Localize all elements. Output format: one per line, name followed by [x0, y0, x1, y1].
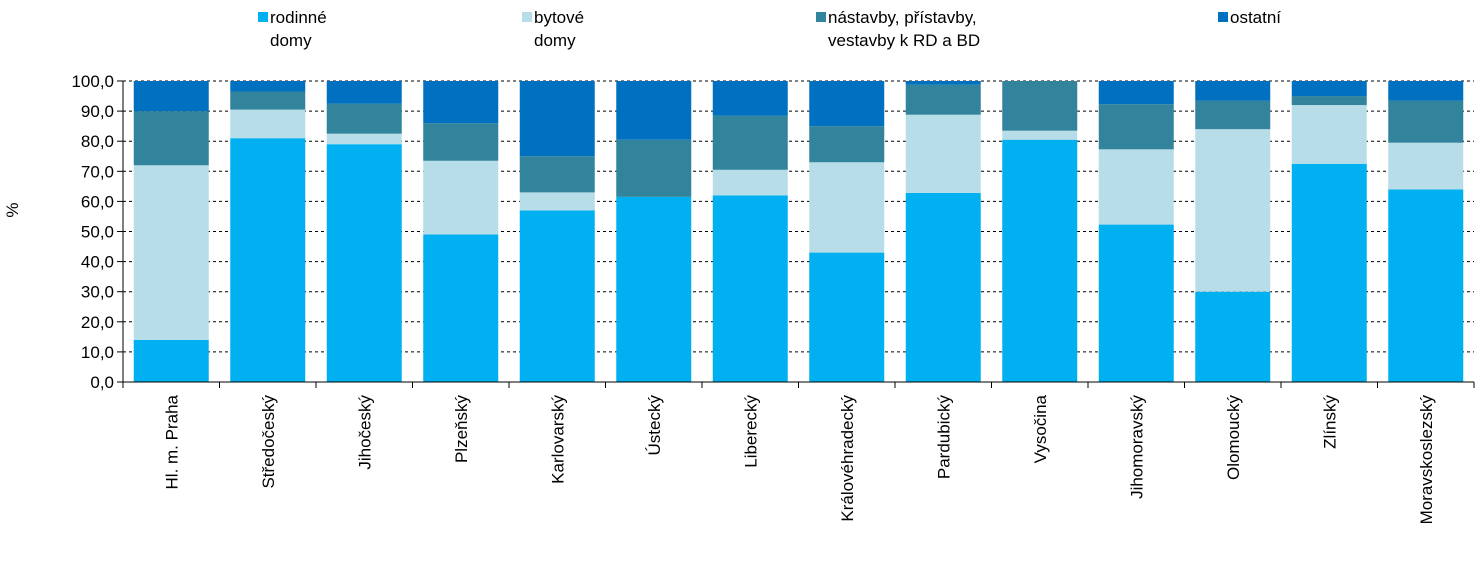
bar-segment — [1388, 81, 1464, 101]
bar-segment — [616, 81, 692, 140]
x-tick-label: Liberecký — [741, 395, 760, 468]
bar-segment — [326, 81, 402, 104]
bar-segment — [712, 195, 788, 382]
x-tick-label: Moravskoslezský — [1417, 395, 1436, 525]
x-tick-label: Vysočina — [1031, 394, 1050, 463]
axes: 0,0 10,0 20,0 30,0 40,0 50,0 60,0 70,0 80,0 90,0 1… — [71, 72, 1475, 525]
bar-segment — [1291, 96, 1367, 106]
bar-segment — [519, 81, 595, 157]
legend-label: rodinné — [270, 8, 327, 27]
legend-swatch — [258, 12, 268, 22]
bar-segment — [809, 126, 885, 163]
bar-segment — [1388, 189, 1464, 382]
legend-label: domy — [270, 31, 312, 50]
bar-segment — [133, 339, 209, 382]
bar-segment — [230, 109, 306, 139]
bar-segment — [905, 192, 981, 382]
bar-segment — [809, 81, 885, 127]
y-tick-label: 30,0 — [81, 283, 114, 302]
x-tick-label: Zlínský — [1320, 395, 1339, 449]
x-tick-label: Pardubický — [934, 395, 953, 480]
bar-segment — [1195, 291, 1271, 382]
bar-segment — [423, 81, 499, 124]
y-tick-label: 60,0 — [81, 192, 114, 211]
y-tick-label: 100,0 — [71, 72, 114, 91]
bar-segment — [1291, 81, 1367, 97]
legend-label: nástavby, přístavby, — [828, 8, 977, 27]
bars — [133, 81, 1464, 382]
bar-segment — [133, 81, 209, 112]
bar-segment — [326, 103, 402, 134]
y-tick-label: 20,0 — [81, 313, 114, 332]
bar-segment — [423, 123, 499, 161]
legend-label: bytové — [534, 8, 584, 27]
y-tick-label: 70,0 — [81, 162, 114, 181]
bar-segment — [423, 234, 499, 382]
bar-segment — [1195, 129, 1271, 292]
x-tick-label: Olomoucký — [1224, 395, 1243, 481]
legend-swatch — [522, 12, 532, 22]
legend-swatch — [1218, 12, 1228, 22]
bar-segment — [809, 162, 885, 253]
y-tick-label: 0,0 — [90, 373, 114, 392]
bar-segment — [1195, 100, 1271, 130]
x-tick-label: Hl. m. Praha — [162, 394, 181, 489]
legend-label: ostatní — [1230, 8, 1281, 27]
gridlines — [123, 80, 1474, 353]
bar-segment — [519, 192, 595, 211]
bar-segment — [1388, 142, 1464, 190]
bar-segment — [326, 133, 402, 145]
bar-segment — [905, 84, 981, 115]
bar-segment — [519, 156, 595, 193]
bar-segment — [1002, 139, 1078, 382]
x-tick-label: Plzeňský — [452, 395, 471, 464]
bar-segment — [1195, 81, 1271, 101]
x-tick-label: Středočeský — [259, 395, 278, 489]
legend-label: vestavby k RD a BD — [828, 31, 980, 50]
y-tick-label: 10,0 — [81, 343, 114, 362]
bar-segment — [230, 138, 306, 382]
x-tick-label: Ústecký — [645, 395, 664, 456]
x-tick-label: Královéhradecký — [838, 395, 857, 522]
bar-segment — [809, 252, 885, 382]
legend-label: domy — [534, 31, 576, 50]
bar-segment — [616, 139, 692, 197]
x-tick-label: Jihomoravský — [1127, 395, 1146, 499]
y-axis-title: % — [3, 202, 22, 217]
bar-segment — [712, 115, 788, 170]
bar-segment — [1388, 100, 1464, 143]
x-tick-label: Karlovarský — [548, 395, 567, 484]
bar-segment — [133, 165, 209, 340]
bar-segment — [712, 81, 788, 116]
bar-segment — [905, 81, 981, 85]
bar-segment — [1002, 130, 1078, 140]
bar-segment — [1098, 81, 1174, 105]
bar-segment — [1291, 163, 1367, 382]
bar-segment — [230, 81, 306, 92]
legend: rodinné domy bytové domy nástavby, přístavby… — [258, 8, 1281, 50]
bar-segment — [712, 169, 788, 196]
y-tick-label: 50,0 — [81, 223, 114, 242]
bar-segment — [519, 210, 595, 382]
bar-segment — [230, 91, 306, 110]
bar-segment — [133, 111, 209, 166]
bar-segment — [1291, 105, 1367, 164]
bar-segment — [326, 144, 402, 382]
bar-segment — [1098, 104, 1174, 150]
y-tick-label: 40,0 — [81, 253, 114, 272]
bar-segment — [423, 160, 499, 235]
bar-segment — [616, 196, 692, 382]
bar-segment — [905, 114, 981, 193]
bar-segment — [1098, 149, 1174, 225]
legend-swatch — [816, 12, 826, 22]
y-tick-label: 80,0 — [81, 132, 114, 151]
x-tick-label: Jihočeský — [355, 395, 374, 470]
bar-segment — [1002, 81, 1078, 131]
y-tick-label: 90,0 — [81, 102, 114, 121]
bar-segment — [1098, 224, 1174, 382]
